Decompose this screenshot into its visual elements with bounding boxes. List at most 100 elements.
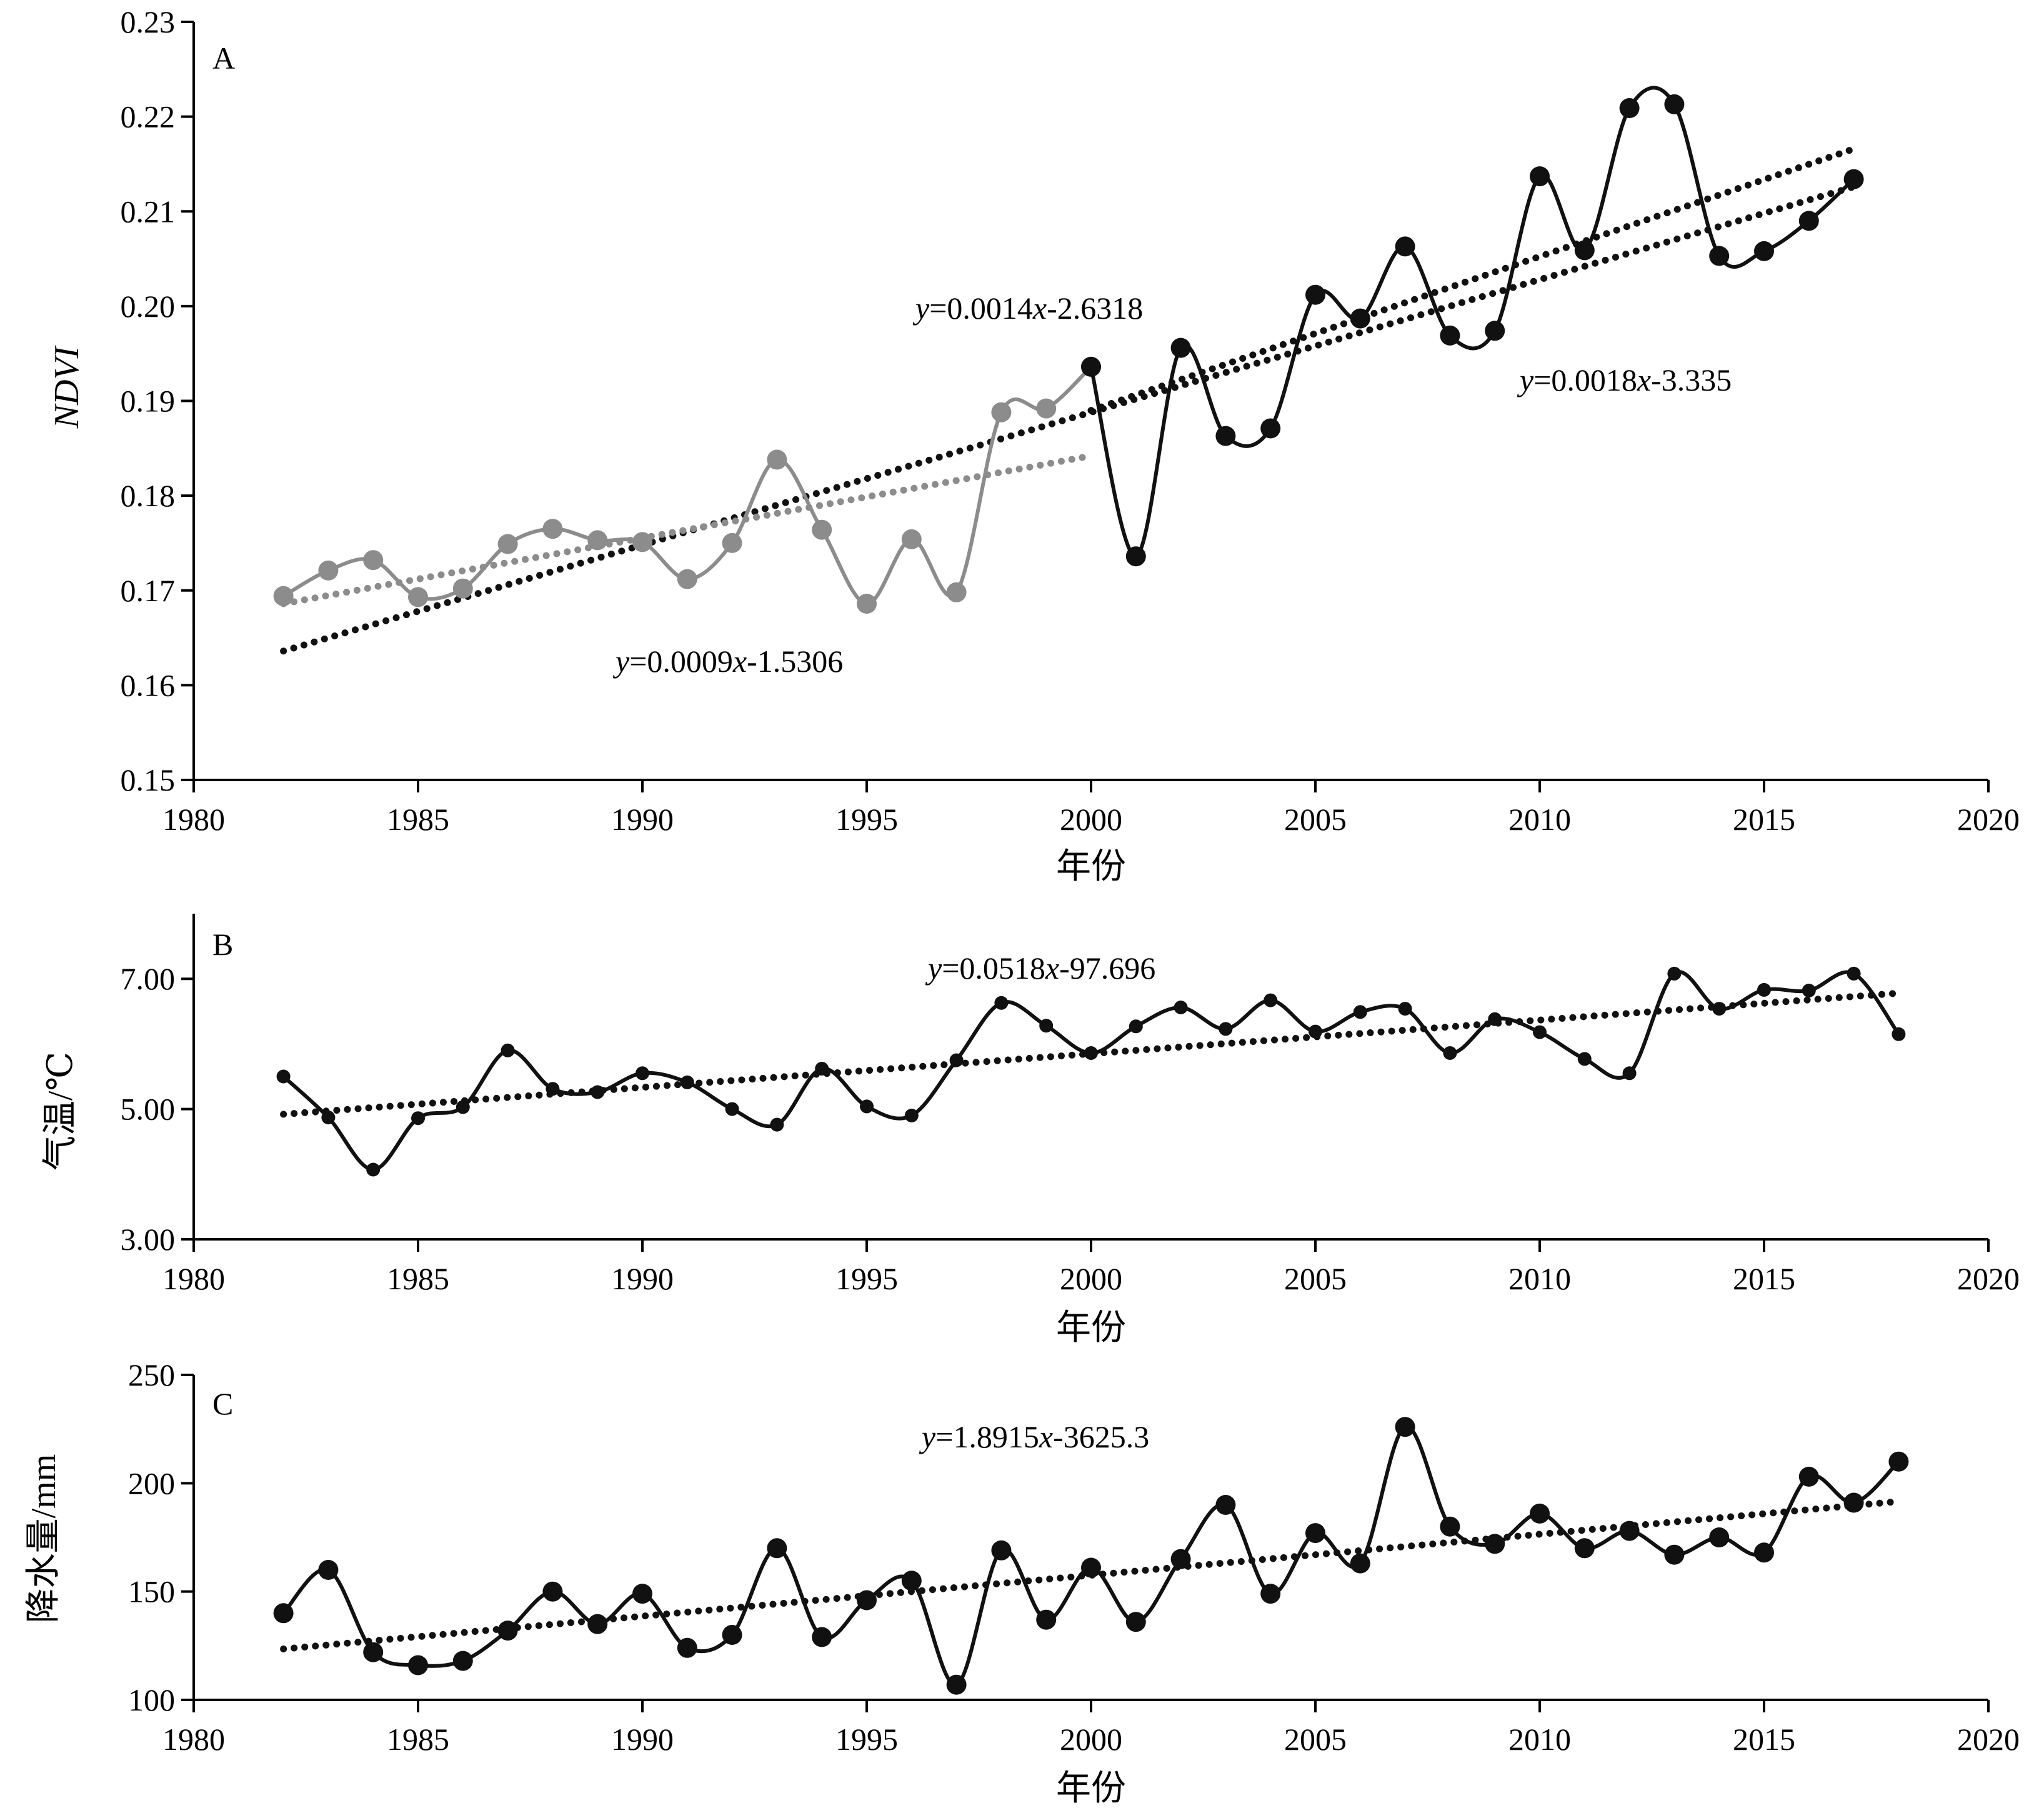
- panel-c-x-tick-label-0: 1980: [162, 1722, 225, 1757]
- panel-c-point-1997: [946, 1674, 967, 1695]
- panel-c: 1980 1985 1990 1995 2000 2005 2010 2015 2020 100 1…: [24, 1357, 2020, 1808]
- panel-c-point-2004: [1260, 1584, 1281, 1604]
- panel-b-x-tick-label-5: 2005: [1284, 1261, 1347, 1296]
- panel-a-point-1989: [587, 530, 608, 551]
- panel-b-x-tick-label-6: 2010: [1508, 1261, 1571, 1296]
- panel-b-x-tick-label-8: 2020: [1957, 1261, 2020, 1296]
- panel-a-x-tick-label-1: 1985: [387, 802, 449, 837]
- panel-a-x-tick-label-3: 1995: [835, 802, 898, 837]
- panel-b-point-1995: [860, 1099, 874, 1114]
- panel-a-x-tick-label-0: 1980: [162, 802, 225, 837]
- panel-a-x-tick-label-8: 2020: [1957, 802, 2020, 837]
- panel-c-point-1992: [722, 1625, 742, 1645]
- panel-b-point-2017: [1847, 966, 1861, 981]
- panel-c-point-2013: [1664, 1544, 1685, 1565]
- panel-c-point-1990: [632, 1584, 652, 1604]
- panel-c-point-1998: [991, 1540, 1012, 1561]
- panel-a-point-1997: [946, 582, 967, 602]
- panel-a-x-tick-label-7: 2015: [1733, 802, 1795, 837]
- panel-a-point-1993: [767, 449, 787, 470]
- panel-a-point-1982: [273, 586, 294, 606]
- panel-b-x-tick-label-3: 1995: [835, 1261, 898, 1296]
- panel-c-point-2017: [1843, 1492, 1864, 1513]
- panel-c-point-1982: [273, 1603, 294, 1624]
- panel-c-point-2015: [1754, 1542, 1774, 1563]
- panel-c-point-2001: [1125, 1612, 1146, 1632]
- panel-c-point-2005: [1305, 1523, 1325, 1544]
- panel-c-point-1995: [857, 1590, 877, 1611]
- panel-a-x-tick-label-4: 2000: [1060, 802, 1122, 837]
- panel-a-y-tick-label-5: 0.20: [121, 289, 176, 324]
- panel-c-x-tick-label-3: 1995: [835, 1722, 898, 1757]
- panel-c-point-2011: [1574, 1538, 1595, 1559]
- panel-a-y-tick-label-8: 0.23: [121, 4, 176, 39]
- panel-a-point-1998: [991, 402, 1012, 422]
- panel-a-point-2012: [1619, 98, 1640, 118]
- panel-c-point-1987: [497, 1621, 518, 1641]
- panel-b-point-2016: [1802, 984, 1816, 997]
- panel-b-point-1990: [636, 1066, 649, 1081]
- panel-a-trendline-2: [1087, 145, 1858, 414]
- panel-a-point-1984: [363, 550, 384, 571]
- panel-a-point-1983: [318, 560, 339, 581]
- panel-a-y-tick-label-4: 0.19: [121, 384, 176, 419]
- panel-c-point-1996: [901, 1571, 922, 1591]
- panel-b-point-1992: [725, 1102, 739, 1116]
- panel-a-point-1988: [542, 519, 563, 539]
- panel-b-point-2013: [1667, 966, 1682, 981]
- panel-b-point-1994: [815, 1062, 829, 1076]
- panel-c-point-2007: [1395, 1417, 1415, 1437]
- panel-b-point-2012: [1622, 1066, 1637, 1081]
- panel-b-point-2010: [1533, 1025, 1547, 1039]
- panel-a-point-1995: [857, 594, 877, 614]
- panel-c-point-1993: [767, 1538, 787, 1559]
- panel-a-point-2002: [1170, 337, 1191, 358]
- panel-b-point-1998: [994, 996, 1009, 1010]
- panel-a-label: A: [212, 41, 235, 76]
- panel-b-y-tick-label-2: 7.00: [121, 961, 176, 996]
- panel-b-y-tick-label-0: 3.00: [121, 1222, 176, 1257]
- panel-a-y-tick-label-6: 0.21: [121, 194, 176, 229]
- panel-b-x-tick-label-7: 2015: [1733, 1261, 1795, 1296]
- panel-b-x-tick-label-4: 2000: [1060, 1261, 1122, 1296]
- panel-a-point-2008: [1440, 325, 1460, 346]
- panel-c-x-tick-label-5: 2005: [1284, 1722, 1347, 1757]
- panel-c-y-tick-label-3: 250: [128, 1357, 175, 1392]
- panel-a-point-2001: [1125, 546, 1146, 567]
- panel-c-y-tick-label-1: 150: [128, 1574, 175, 1609]
- panel-a-y-tick-label-3: 0.18: [121, 478, 176, 513]
- panel-a-point-2004: [1260, 418, 1281, 439]
- panel-b-x-tick-label-0: 1980: [162, 1261, 225, 1296]
- panel-c-point-2002: [1170, 1549, 1191, 1569]
- panel-b-point-1993: [770, 1117, 784, 1132]
- panel-a-point-2016: [1798, 211, 1819, 231]
- panel-c-point-1986: [452, 1651, 473, 1671]
- panel-b-point-1982: [276, 1069, 291, 1084]
- panel-b-point-1987: [501, 1043, 515, 1057]
- panel-b-point-2005: [1309, 1024, 1322, 1039]
- panel-a-equation-2: y=0.0009x-1.5306: [612, 644, 843, 679]
- panel-c-point-2009: [1485, 1534, 1505, 1554]
- panel-c-point-2014: [1709, 1527, 1730, 1547]
- panel-c-x-tick-label-8: 2020: [1957, 1722, 2020, 1757]
- panel-b-point-1997: [949, 1053, 964, 1067]
- panel-b-point-2002: [1174, 1001, 1188, 1014]
- panel-c-x-tick-label-1: 1985: [387, 1722, 449, 1757]
- panel-c-x-tick-label-6: 2010: [1508, 1722, 1571, 1757]
- panel-a-y-tick-label-2: 0.17: [121, 573, 176, 608]
- panel-a-point-1987: [497, 534, 518, 554]
- panel-c-x-tick-label-2: 1990: [611, 1722, 674, 1757]
- panel-a-point-1985: [408, 587, 428, 607]
- panel-a-point-1994: [812, 519, 832, 540]
- panel-c-x-tick-label-7: 2015: [1733, 1722, 1795, 1757]
- panel-c-point-2006: [1350, 1553, 1370, 1574]
- panel-c-point-2018: [1888, 1451, 1909, 1472]
- panel-b-point-2001: [1129, 1019, 1143, 1034]
- panel-b-point-1986: [456, 1100, 470, 1114]
- panel-c-label: C: [212, 1386, 233, 1421]
- panel-a-point-2015: [1754, 241, 1774, 261]
- panel-a-point-2006: [1350, 308, 1370, 329]
- panel-a-point-2017: [1843, 169, 1864, 189]
- panel-a-y-tick-label-1: 0.16: [121, 667, 176, 702]
